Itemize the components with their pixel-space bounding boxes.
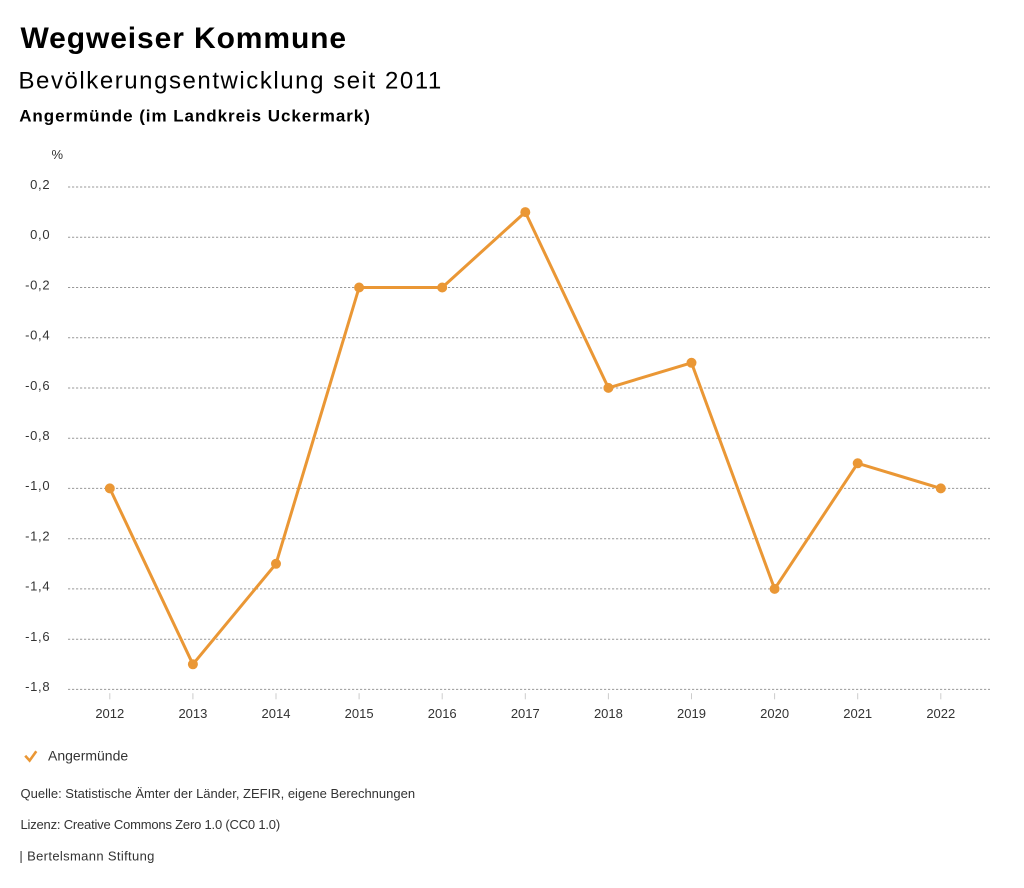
svg-text:0,0: 0,0 bbox=[30, 227, 50, 242]
svg-text:-0,8: -0,8 bbox=[25, 428, 50, 443]
svg-text:2020: 2020 bbox=[760, 706, 789, 721]
svg-text:Angermünde (im Landkreis Ucker: Angermünde (im Landkreis Uckermark) bbox=[19, 107, 371, 126]
svg-text:Lizenz: Creative Commons Zero: Lizenz: Creative Commons Zero 1.0 (CC0 1… bbox=[21, 817, 280, 832]
svg-text:-1,4: -1,4 bbox=[25, 579, 50, 594]
svg-text:2017: 2017 bbox=[511, 706, 540, 721]
svg-text:-0,6: -0,6 bbox=[25, 378, 50, 393]
svg-text:%: % bbox=[51, 147, 63, 162]
svg-text:2016: 2016 bbox=[428, 706, 457, 721]
svg-text:2013: 2013 bbox=[178, 706, 207, 721]
svg-text:2018: 2018 bbox=[594, 706, 623, 721]
svg-text:Wegweiser Kommune: Wegweiser Kommune bbox=[21, 22, 348, 55]
svg-text:-0,2: -0,2 bbox=[25, 277, 50, 292]
svg-text:-0,4: -0,4 bbox=[25, 328, 50, 343]
svg-text:-1,8: -1,8 bbox=[25, 679, 50, 694]
svg-text:| Bertelsmann Stiftung: | Bertelsmann Stiftung bbox=[19, 848, 154, 863]
svg-text:-1,0: -1,0 bbox=[25, 478, 50, 493]
svg-text:2021: 2021 bbox=[843, 706, 872, 721]
svg-text:-1,6: -1,6 bbox=[25, 629, 50, 644]
svg-text:2019: 2019 bbox=[677, 706, 706, 721]
svg-text:2022: 2022 bbox=[926, 706, 955, 721]
svg-text:2012: 2012 bbox=[95, 706, 124, 721]
svg-text:Bevölkerungsentwicklung seit 2: Bevölkerungsentwicklung seit 2011 bbox=[19, 68, 443, 95]
svg-text:2015: 2015 bbox=[345, 706, 374, 721]
svg-text:-1,2: -1,2 bbox=[25, 529, 50, 544]
svg-text:0,2: 0,2 bbox=[30, 177, 50, 192]
svg-text:2014: 2014 bbox=[262, 706, 291, 721]
svg-text:Quelle: Statistische Ämter der: Quelle: Statistische Ämter der Länder, Z… bbox=[21, 786, 416, 801]
svg-text:Angermünde: Angermünde bbox=[48, 748, 128, 764]
